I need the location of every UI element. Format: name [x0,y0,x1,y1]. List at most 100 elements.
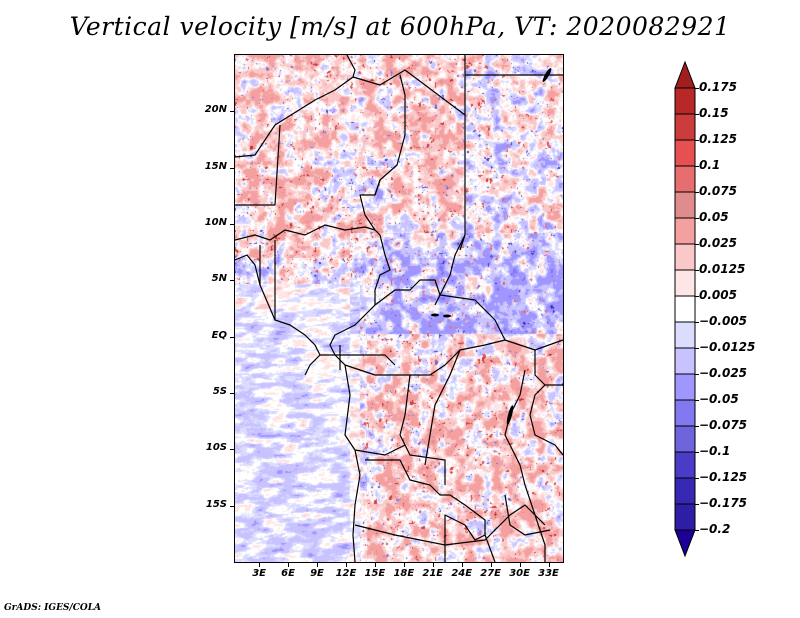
colorbar-box [674,347,696,375]
colorbar-upper-extend [674,60,696,89]
colorbar-tick [695,296,699,297]
colorbar-label: −0.125 [699,470,748,484]
border-line [235,124,281,206]
chart-title: Vertical velocity [m/s] at 600hPa, VT: 2… [69,12,731,41]
y-tick [230,224,235,225]
colorbar-label: 0.025 [699,236,737,250]
border-line [320,354,396,366]
border-line [529,384,563,456]
colorbar-lower-extend [674,529,696,558]
y-tick [230,336,235,338]
y-tick-label: 5N [211,273,227,285]
x-tick [374,562,376,567]
lake-marker [443,314,451,318]
x-tick [403,562,405,567]
y-tick [230,111,235,113]
x-tick [259,562,261,567]
x-tick-label: 30E [509,568,530,579]
border-line [374,234,391,305]
colorbar-box [674,139,696,167]
colorbar-label: 0.005 [699,288,737,302]
colorbar-tick [695,452,699,453]
x-tick-label: 24E [451,568,473,579]
x-tick-label: 9E [310,568,324,579]
x-tick [317,562,318,567]
border-line [524,484,546,562]
colorbar-box [674,191,696,219]
x-tick [461,562,463,567]
x-tick-label: 3E [252,568,266,579]
colorbar-box [674,425,696,453]
colorbar-label: 0.15 [699,106,729,120]
y-tick-label: 10S [205,442,227,454]
border-line [235,224,381,241]
border-line [352,449,361,562]
colorbar-tick [695,166,699,167]
y-tick-label: EQ [211,329,227,341]
colorbar-box [674,451,696,479]
colorbar-label: 0.0125 [699,262,746,276]
x-tick [288,562,290,567]
border-line [484,534,496,562]
lake-marker [431,313,439,317]
y-tick-label: 15S [205,498,227,510]
colorbar-tick [695,530,699,531]
colorbar-tick [695,478,699,479]
colorbar-box [674,217,696,245]
border-line [459,115,466,251]
x-tick-label: 18E [393,568,415,579]
border-line [374,74,406,196]
border-line [235,55,356,158]
grads-credit: GrADS: IGES/COLA [4,603,102,613]
border-line [365,459,486,562]
border-line [344,364,406,456]
colorbar-tick [695,114,699,115]
colorbar-box [674,399,696,427]
x-tick-label: 27E [480,568,502,579]
colorbar-label: −0.1 [699,444,731,458]
x-tick [432,562,434,567]
border-line [434,234,466,306]
colorbar-label: 0.1 [699,158,721,172]
colorbar-label: 0.175 [699,80,737,94]
country-borders [235,55,563,562]
y-tick [230,280,235,282]
y-tick [230,167,235,169]
border-line [504,494,551,536]
y-tick-label: 15N [204,160,227,172]
colorbar-box [674,87,696,115]
x-tick-label: 6E [281,568,295,579]
y-tick [230,505,235,507]
map-plot-area [235,55,563,562]
colorbar-box [674,113,696,141]
colorbar-box [674,373,696,401]
colorbar-label: −0.0125 [699,340,756,354]
colorbar-tick [695,244,699,245]
y-tick-label: 10N [204,217,227,228]
border-line [235,254,321,376]
border-line [329,304,506,376]
colorbar-box [674,165,696,193]
x-tick-label: 33E [538,568,559,579]
x-tick-label: 21E [422,568,444,579]
colorbar-tick [695,192,699,193]
colorbar-tick [695,426,699,427]
colorbar-tick [695,270,699,271]
vertical-velocity-field [235,55,563,562]
colorbar-box [674,295,696,323]
colorbar-label: −0.05 [699,392,739,406]
y-tick-label: 5S [212,386,227,397]
x-tick [519,562,521,567]
x-tick [548,562,550,567]
border-line [374,279,563,351]
colorbar-tick [695,374,699,375]
colorbar [674,60,696,558]
x-tick [345,562,347,567]
x-tick [490,562,492,567]
colorbar-tick [695,504,699,505]
colorbar-box [674,503,696,531]
colorbar-label: 0.125 [699,132,737,146]
colorbar-tick [695,140,699,141]
colorbar-box [674,321,696,349]
colorbar-label: −0.175 [699,496,748,510]
